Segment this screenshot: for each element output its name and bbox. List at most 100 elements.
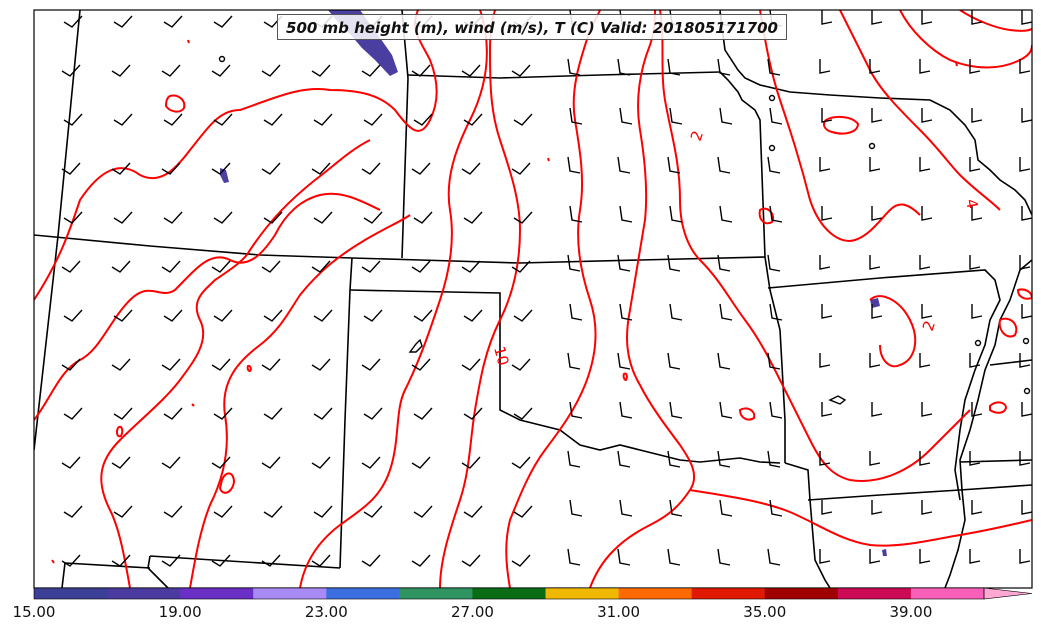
wind-barb xyxy=(819,549,831,564)
wind-barb xyxy=(919,157,931,172)
wind-barb xyxy=(161,456,181,469)
wind-barb xyxy=(513,505,533,518)
wind-barb xyxy=(313,211,333,224)
colorbar-border xyxy=(33,587,985,600)
colorbar-segment xyxy=(472,588,547,599)
wind-barb xyxy=(211,358,231,371)
wind-barb xyxy=(61,456,81,469)
wind-barb xyxy=(263,505,283,518)
colorbar-segment xyxy=(618,588,693,599)
wind-barb xyxy=(211,456,231,469)
wind-barb xyxy=(313,309,333,322)
wind-barb xyxy=(567,548,581,566)
wind-barb xyxy=(211,554,231,567)
contour-label: 10 xyxy=(490,344,512,367)
wind-barb xyxy=(667,548,681,566)
wind-barb xyxy=(971,402,983,417)
wind-barb xyxy=(363,211,383,224)
wind-barb xyxy=(869,255,881,270)
wind-barb xyxy=(1019,255,1031,270)
wind-barb xyxy=(567,352,581,370)
wind-barb xyxy=(971,500,983,515)
wind-barb xyxy=(361,358,381,371)
wind-barb xyxy=(871,500,883,515)
wind-barb xyxy=(919,353,931,368)
wind-barb xyxy=(717,254,731,272)
wind-barb xyxy=(719,303,733,321)
wind-barb xyxy=(767,156,781,174)
colorbar-segment xyxy=(764,588,839,599)
wind-barb xyxy=(363,309,383,322)
wind-barb xyxy=(61,162,81,175)
wind-barb xyxy=(1021,402,1032,417)
wind-barb xyxy=(617,58,631,76)
wind-barb xyxy=(411,260,431,273)
wind-barb xyxy=(1021,500,1032,515)
wind-barb xyxy=(261,554,281,567)
wind-barb xyxy=(819,451,831,466)
wind-barb xyxy=(921,108,933,123)
wind-barb xyxy=(819,59,831,74)
wind-barb xyxy=(461,554,481,567)
wind-barb xyxy=(63,505,83,518)
wind-barb xyxy=(667,58,681,76)
wind-barb xyxy=(619,303,633,321)
wind-barb xyxy=(669,499,683,517)
wind-barb xyxy=(513,309,533,322)
wind-barb xyxy=(63,309,83,322)
wind-barbs xyxy=(61,10,1032,567)
wind-barb xyxy=(667,352,681,370)
wind-barb xyxy=(717,352,731,370)
colorbar-tick-label: 31.00 xyxy=(597,603,641,621)
wind-barb xyxy=(919,59,931,74)
wind-barb xyxy=(971,10,983,25)
colorbar-tick-label: 39.00 xyxy=(889,603,933,621)
wind-barb xyxy=(871,402,883,417)
wind-barb xyxy=(261,358,281,371)
wind-barb xyxy=(617,352,631,370)
lake-outlines xyxy=(218,55,1031,405)
wind-barb xyxy=(767,548,781,566)
wind-barb xyxy=(969,353,981,368)
wind-barb xyxy=(61,358,81,371)
wind-barb xyxy=(211,162,231,175)
wind-barb xyxy=(311,358,331,371)
wind-barb xyxy=(413,309,433,322)
wind-barb xyxy=(363,113,383,126)
wind-barb xyxy=(619,401,633,419)
wind-barb xyxy=(511,260,531,273)
wind-barb xyxy=(313,113,333,126)
wind-barb xyxy=(413,211,433,224)
wind-barb xyxy=(1021,10,1032,25)
wind-barb xyxy=(1019,451,1031,466)
wind-barb xyxy=(261,456,281,469)
wind-barb xyxy=(113,211,133,224)
wind-barb xyxy=(163,211,183,224)
wind-barb xyxy=(413,505,433,518)
wind-barb xyxy=(211,64,231,77)
wind-barb xyxy=(61,64,81,77)
wind-barb xyxy=(361,162,381,175)
wind-barb xyxy=(769,303,783,321)
wind-barb xyxy=(513,407,533,420)
wind-barb xyxy=(619,107,633,125)
wind-barb xyxy=(511,554,531,567)
wind-barb xyxy=(463,309,483,322)
wind-barb xyxy=(669,401,683,419)
colorbar-tick-label: 19.00 xyxy=(158,603,202,621)
wind-barb xyxy=(463,407,483,420)
wind-barb xyxy=(513,113,533,126)
wind-barb xyxy=(669,205,683,223)
wind-barb xyxy=(111,456,131,469)
wind-barb xyxy=(617,254,631,272)
wind-barb xyxy=(413,113,433,126)
wind-barb xyxy=(1019,353,1031,368)
colorbar-tick-label: 27.00 xyxy=(450,603,494,621)
wind-barb xyxy=(1021,304,1032,319)
wind-barb xyxy=(463,113,483,126)
wind-barb xyxy=(617,450,631,468)
wind-barb xyxy=(213,15,233,28)
wind-barb xyxy=(213,113,233,126)
wind-barb xyxy=(111,554,131,567)
